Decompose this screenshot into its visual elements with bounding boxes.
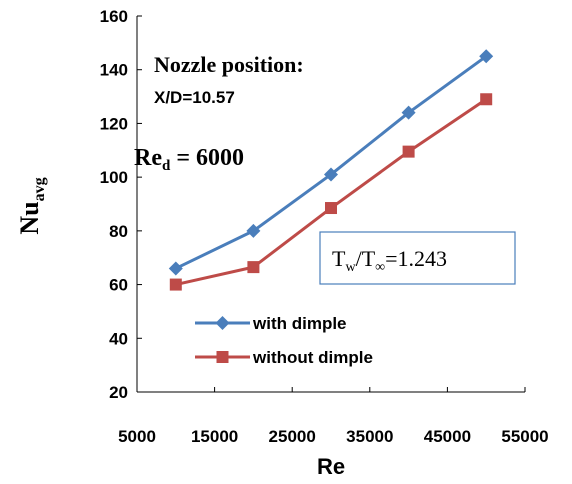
y-tick-label: 140 [100, 61, 128, 80]
data-point-with-dimple [246, 223, 261, 238]
legend-marker-diamond [215, 316, 230, 330]
x-tick-label: 55000 [501, 427, 548, 446]
data-point-with-dimple [401, 105, 416, 120]
data-point-without-dimple [247, 261, 260, 274]
x-axis-ticks: 5000 15000 25000 35000 45000 55000 [118, 387, 549, 446]
legend-label-without-dimple: without dimple [252, 348, 373, 367]
x-tick-label: 35000 [346, 427, 393, 446]
reynolds-d-sub: d [162, 158, 171, 174]
y-tick-label: 100 [100, 168, 128, 187]
legend-item-without-dimple: without dimple [195, 348, 373, 367]
y-tick-label: 40 [109, 329, 128, 348]
legend-item-with-dimple: with dimple [195, 314, 347, 333]
temperature-ratio-box [319, 231, 516, 285]
data-point-without-dimple [480, 93, 493, 106]
y-axis-title: Nuavg [15, 177, 48, 234]
series-with-dimple [168, 49, 494, 276]
y-axis-ticks: 20 40 60 80 100 120 140 160 [100, 7, 142, 402]
data-point-with-dimple [479, 49, 494, 64]
y-tick-label: 80 [109, 222, 128, 241]
temperature-ratio-label: Tw/T∞=1.243 [332, 246, 447, 275]
data-point-without-dimple [402, 145, 415, 158]
x-tick-label: 25000 [269, 427, 316, 446]
x-axis-title: Re [317, 454, 345, 479]
nozzle-position-value: X/D=10.57 [154, 88, 235, 107]
reynolds-d-label: Red = 6000 [134, 145, 244, 174]
data-point-with-dimple [168, 261, 183, 276]
x-tick-label: 5000 [118, 427, 156, 446]
reynolds-d-main: Re [134, 145, 162, 171]
nozzle-position-title: Nozzle position: [154, 52, 304, 77]
data-point-without-dimple [325, 202, 337, 215]
y-tick-label: 160 [100, 7, 128, 26]
legend: with dimple without dimple [195, 314, 373, 367]
series-layer [168, 49, 494, 291]
reynolds-d-value: = 6000 [170, 145, 244, 171]
series-without-dimple [169, 93, 493, 291]
legend-marker-square [216, 351, 229, 363]
legend-label-with-dimple: with dimple [252, 314, 347, 333]
y-tick-label: 20 [109, 383, 128, 402]
y-axis-title-main: Nu [15, 201, 44, 234]
x-tick-label: 15000 [191, 427, 238, 446]
y-axis-title-sub: avg [31, 177, 48, 201]
y-tick-label: 60 [109, 276, 128, 295]
data-point-with-dimple [324, 167, 338, 182]
x-tick-label: 45000 [424, 427, 471, 446]
y-tick-label: 120 [100, 114, 128, 133]
data-point-without-dimple [169, 278, 182, 291]
